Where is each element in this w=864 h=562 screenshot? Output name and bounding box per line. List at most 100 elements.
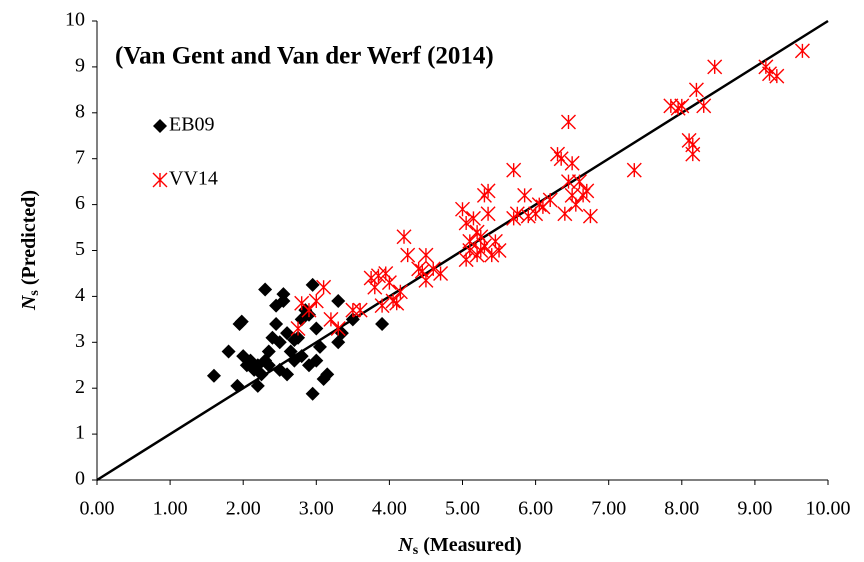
point — [462, 243, 478, 258]
point — [320, 367, 335, 382]
point — [696, 98, 712, 114]
y-tick-label: 9 — [75, 54, 85, 76]
point — [250, 378, 265, 393]
y-tick-label: 5 — [75, 238, 85, 260]
point — [221, 344, 236, 359]
x-tick-label: 3.00 — [299, 498, 334, 520]
point — [491, 243, 507, 258]
point — [280, 326, 295, 341]
point — [234, 314, 249, 329]
y-tick-label: 4 — [75, 284, 85, 306]
x-tick-label: 6.00 — [518, 498, 553, 520]
point — [291, 330, 306, 345]
point — [579, 183, 595, 199]
y-tick-label: 6 — [75, 192, 85, 214]
y-axis-label: Ns (Predicted) — [18, 190, 43, 311]
point — [484, 247, 500, 263]
point — [243, 353, 258, 368]
point — [309, 321, 324, 336]
x-tick-label: 0.00 — [80, 498, 115, 520]
x-label-subscript: s — [413, 543, 419, 558]
point — [553, 151, 569, 167]
point — [392, 284, 408, 300]
y-tick-label: 10 — [65, 9, 85, 31]
y-label-text: (Predicted) — [18, 190, 40, 285]
point — [308, 293, 324, 309]
x-tick-label: 2.00 — [226, 498, 261, 520]
point — [476, 238, 492, 254]
point — [305, 386, 320, 401]
reference-line — [96, 19, 829, 482]
x-label-text: (Measured) — [423, 534, 522, 556]
point — [367, 279, 383, 295]
point — [465, 210, 481, 226]
point — [564, 155, 580, 171]
x-tick-label: 1.00 — [153, 498, 188, 520]
annotation: (Van Gent and Van der Werf (2014) — [115, 43, 494, 70]
x-tick-label: 10.00 — [806, 498, 851, 520]
point — [316, 279, 332, 295]
x-axis-label: Ns (Measured) — [397, 534, 521, 559]
point — [626, 162, 642, 178]
point — [389, 295, 405, 311]
point — [247, 362, 262, 377]
x-tick-label: 7.00 — [591, 498, 626, 520]
legend-label: EB09 — [169, 114, 215, 136]
x-tick-label: 5.00 — [445, 498, 480, 520]
point — [258, 282, 273, 297]
point — [283, 344, 298, 359]
point — [280, 367, 295, 382]
point — [561, 174, 576, 190]
point — [458, 215, 474, 231]
y-tick-label: 1 — [75, 422, 85, 444]
point — [323, 311, 339, 327]
point — [480, 206, 496, 222]
point — [309, 353, 324, 368]
point — [290, 321, 306, 337]
y-tick-label: 3 — [75, 330, 85, 352]
y-label-symbol: N — [18, 294, 40, 311]
point — [688, 82, 704, 98]
x-label-symbol: N — [397, 534, 414, 556]
point — [758, 59, 774, 75]
point — [272, 335, 287, 350]
legend-marker — [153, 119, 167, 133]
point — [375, 316, 390, 331]
point — [480, 183, 496, 199]
legend-label: VV14 — [169, 168, 218, 190]
x-tick-label: 4.00 — [372, 498, 407, 520]
point — [685, 146, 701, 162]
point — [517, 187, 533, 203]
point — [261, 358, 276, 373]
point — [707, 59, 723, 75]
point — [374, 298, 390, 314]
point — [276, 287, 291, 302]
point — [345, 302, 361, 318]
point — [294, 349, 309, 364]
point — [250, 358, 265, 373]
point — [425, 261, 441, 277]
point — [301, 302, 317, 318]
point — [418, 247, 434, 263]
y-tick-label: 0 — [75, 468, 85, 490]
point — [433, 265, 449, 281]
y-tick-label: 8 — [75, 100, 85, 122]
point — [571, 174, 587, 190]
x-tick-label: 8.00 — [664, 498, 699, 520]
point — [670, 100, 686, 116]
y-tick-label: 2 — [75, 376, 85, 398]
point — [418, 272, 434, 288]
point — [794, 43, 810, 59]
point — [396, 229, 412, 245]
point — [582, 208, 598, 224]
point — [381, 275, 397, 291]
point — [269, 316, 284, 331]
legend-marker — [152, 172, 168, 188]
point — [230, 378, 245, 393]
point — [352, 302, 368, 318]
point — [674, 98, 690, 114]
x-tick-label: 9.00 — [737, 498, 772, 520]
point — [312, 339, 327, 354]
point — [568, 197, 584, 213]
